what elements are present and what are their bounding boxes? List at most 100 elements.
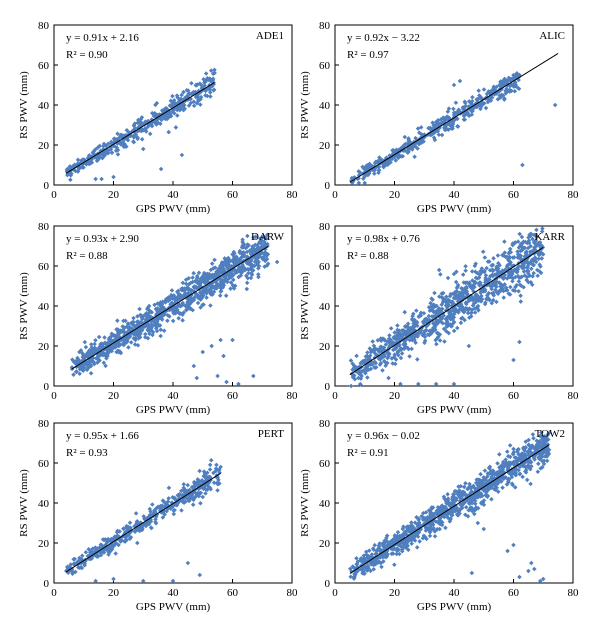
x-tick-label: 80 [287,587,299,599]
outlier-point [457,78,463,84]
data-point [208,94,213,99]
x-tick-label: 0 [51,587,57,599]
outlier-point [511,357,516,363]
x-tick-label: 40 [449,587,461,599]
x-axis-label: GPS PWV (mm) [136,404,211,416]
x-tick-label: 20 [108,390,120,402]
data-point [165,111,171,117]
regression-line [71,245,269,370]
outlier-point [475,520,481,526]
data-point [190,275,195,280]
data-point [71,372,76,377]
data-point [96,334,102,340]
regression-equation: y = 0.92x − 3.22 [347,32,420,44]
data-point [463,504,469,510]
y-tick-label: 20 [319,538,331,550]
data-point [483,105,489,111]
data-point [158,121,163,126]
outlier-point [520,162,525,168]
data-point [208,458,214,463]
data-point [376,164,382,170]
y-tick-label: 60 [319,261,331,273]
regression-equation: y = 0.91x + 2.16 [66,32,139,44]
x-tick-label: 80 [287,390,299,402]
data-point [181,102,187,108]
data-point [438,272,443,277]
y-tick-label: 40 [319,100,331,112]
data-point [356,169,361,174]
data-point [520,474,525,480]
data-point [502,96,507,101]
r-squared: R² = 0.91 [347,447,389,459]
data-point [442,339,447,344]
data-point [370,339,375,344]
data-point [92,341,97,347]
y-tick-label: 20 [38,341,50,353]
data-point [194,82,200,88]
data-point [154,122,159,127]
data-point [380,368,385,373]
r-squared: R² = 0.90 [66,49,108,61]
x-tick-label: 40 [449,189,461,201]
x-tick-label: 60 [227,189,239,201]
outlier-point [511,542,516,548]
y-tick-label: 60 [319,458,331,470]
y-axis-label: RS PWV (mm) [18,272,30,340]
y-tick-label: 20 [38,140,50,152]
outlier-point [245,233,250,239]
data-point [244,286,250,292]
outlier-point [386,375,391,381]
data-point [169,288,175,293]
station-label: KARR [534,231,565,243]
x-axis-label: GPS PWV (mm) [136,203,211,215]
data-point [150,502,155,507]
outlier-point [179,152,185,158]
outlier-point [215,373,220,379]
outlier-point [111,174,116,180]
data-point [147,131,153,137]
data-point [76,166,82,172]
x-tick-label: 20 [108,587,120,599]
outlier-point [140,146,146,152]
data-point [212,257,217,263]
data-point [89,160,95,165]
outlier-point [191,363,197,369]
data-point [176,316,181,321]
data-point [128,340,134,345]
data-point [469,310,474,316]
data-point [476,88,481,93]
data-point [145,124,151,129]
data-point [165,318,170,323]
x-tick-label: 0 [332,189,338,201]
data-point [489,497,494,502]
data-point [366,170,372,176]
x-tick-label: 80 [568,189,580,201]
data-point [190,502,196,507]
data-point [208,303,213,308]
y-tick-label: 60 [38,60,50,72]
station-label: DARW [251,231,285,243]
data-point [377,155,382,160]
data-point [402,309,407,315]
outlier-point [274,259,280,265]
outlier-point [356,180,362,186]
y-tick-label: 60 [38,458,50,470]
x-tick-label: 60 [227,587,239,599]
data-point [497,452,502,457]
data-point [510,279,515,284]
data-point [185,482,191,488]
station-label: ALIC [539,30,565,42]
data-point [381,164,386,170]
data-point [163,108,169,114]
data-point [169,103,174,109]
outlier-point [251,373,256,379]
data-point [500,485,505,490]
data-point [93,147,98,152]
outlier-point [185,560,191,566]
data-point [434,341,439,347]
y-axis-label: RS PWV (mm) [18,469,30,537]
y-tick-label: 0 [325,578,331,590]
